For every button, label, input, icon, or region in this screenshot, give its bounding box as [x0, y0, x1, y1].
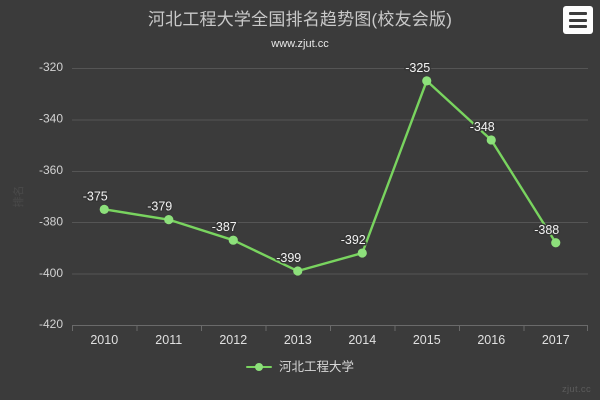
data-point[interactable]	[551, 238, 561, 248]
data-point-label: -325	[405, 61, 430, 75]
data-point-label: -348	[470, 120, 495, 134]
y-axis-tick-label: -400	[39, 266, 63, 280]
y-axis-tick-label: -360	[39, 163, 63, 177]
legend-marker-icon	[245, 362, 272, 372]
y-axis-tick-label: -380	[39, 214, 63, 228]
x-axis-tick-label: 2012	[219, 333, 247, 347]
y-axis-tick-label: -320	[39, 60, 63, 74]
chart-subtitle: www.zjut.cc	[271, 38, 329, 50]
y-axis-title: 排名	[11, 186, 25, 208]
data-point-label: -375	[83, 189, 108, 203]
y-axis-tick-label: -340	[39, 112, 63, 126]
series-line	[103, 79, 557, 273]
data-point-label: -392	[341, 233, 366, 247]
data-point-label: -379	[147, 200, 172, 214]
data-point-label: -387	[212, 220, 237, 234]
data-point[interactable]	[486, 135, 496, 145]
chart-legend[interactable]: 河北工程大学	[0, 360, 600, 374]
menu-line-2	[569, 18, 587, 22]
menu-line-3	[569, 25, 587, 28]
menu-line-1	[569, 12, 587, 15]
data-point-label: -388	[534, 223, 559, 237]
x-axis-tick-label: 2011	[155, 333, 182, 347]
hamburger-menu-icon[interactable]	[563, 6, 593, 34]
x-axis-tick-label: 2016	[477, 333, 505, 347]
x-axis-tick-label: 2013	[284, 333, 312, 347]
data-point[interactable]	[422, 76, 432, 86]
x-axis-tick-label: 2015	[413, 333, 441, 347]
data-point[interactable]	[164, 215, 174, 225]
x-axis-tick-label: 2017	[542, 333, 570, 347]
data-point-label: -399	[276, 251, 301, 265]
x-axis-tick-label: 2010	[90, 333, 118, 347]
legend-item-label: 河北工程大学	[278, 360, 354, 374]
data-point[interactable]	[228, 235, 238, 245]
data-point[interactable]	[357, 248, 367, 258]
x-axis-tick-label: 2014	[348, 333, 376, 347]
chart-title: 河北工程大学全国排名趋势图(校友会版)	[147, 10, 453, 29]
y-axis-tick-label: -420	[39, 317, 63, 331]
data-point[interactable]	[293, 266, 303, 276]
watermark: zjut.cc	[561, 384, 591, 395]
data-point[interactable]	[99, 204, 109, 214]
